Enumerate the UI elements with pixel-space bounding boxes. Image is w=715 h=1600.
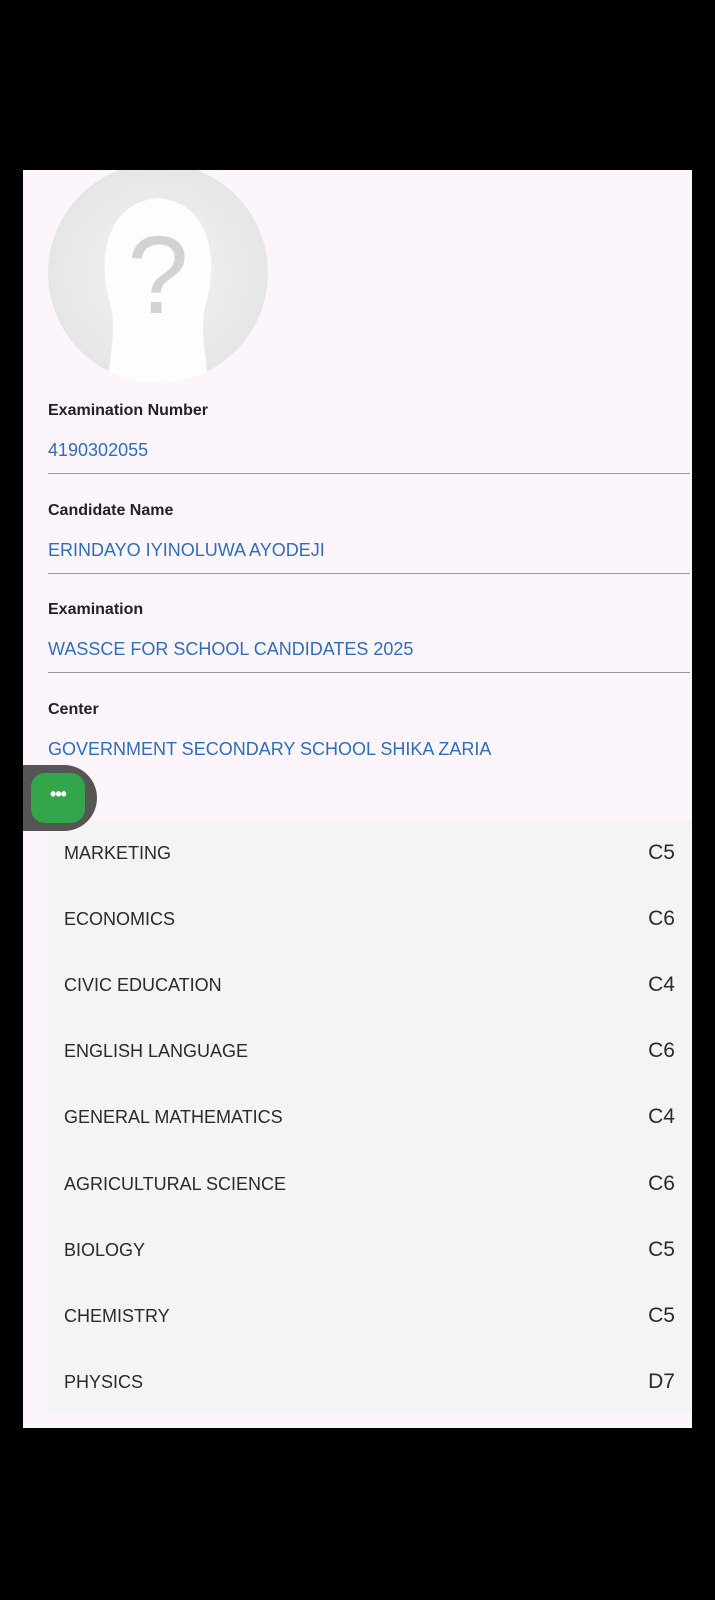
result-row: CIVIC EDUCATION C4 xyxy=(48,953,691,1019)
divider xyxy=(48,672,690,673)
subject-name: ECONOMICS xyxy=(64,909,176,929)
subject-grade: C6 xyxy=(648,907,675,930)
avatar: ? xyxy=(48,170,268,383)
subject-name: AGRICULTURAL SCIENCE xyxy=(64,1174,287,1194)
subject-name: BIOLOGY xyxy=(64,1240,146,1260)
divider xyxy=(48,473,690,474)
results-table: MARKETING C5 ECONOMICS C6 CIVIC EDUCATION C… xyxy=(48,821,691,1413)
result-row: PHYSICS D7 xyxy=(48,1350,691,1416)
field-value: GOVERNMENT SECONDARY SCHOOL SHIKA ZARIA xyxy=(48,739,492,759)
subject-name: MARKETING xyxy=(64,843,172,863)
field-value: ERINDAYO IYINOLUWA AYODEJI xyxy=(48,540,325,560)
result-card: ? Examination Number 4190302055 Candidat… xyxy=(23,170,692,1428)
svg-text:?: ? xyxy=(127,214,188,337)
field-label: Candidate Name xyxy=(48,502,174,519)
subject-name: ENGLISH LANGUAGE xyxy=(64,1041,249,1061)
field-label: Examination Number xyxy=(48,402,209,419)
subject-grade: C5 xyxy=(648,1238,675,1261)
center-field: Center GOVERNMENT SECONDARY SCHOOL SHIKA… xyxy=(48,701,690,763)
result-row: CHEMISTRY C5 xyxy=(48,1284,691,1350)
floating-menu-button[interactable]: ••• xyxy=(23,765,97,831)
subject-grade: C4 xyxy=(648,973,675,996)
unknown-person-icon: ? xyxy=(104,198,212,383)
subject-name: CHEMISTRY xyxy=(64,1306,170,1326)
subject-grade: C5 xyxy=(648,1304,675,1327)
subject-name: GENERAL MATHEMATICS xyxy=(64,1107,283,1127)
subject-grade: C6 xyxy=(648,1039,675,1062)
subject-name: CIVIC EDUCATION xyxy=(64,975,222,995)
field-value: WASSCE FOR SCHOOL CANDIDATES 2025 xyxy=(48,639,414,659)
subject-grade: C6 xyxy=(648,1172,675,1195)
examination-number-field: Examination Number 4190302055 xyxy=(48,402,690,474)
subject-grade: C5 xyxy=(648,841,675,864)
more-dots-icon[interactable]: ••• xyxy=(31,773,85,823)
subject-grade: C4 xyxy=(648,1105,675,1128)
result-row: BIOLOGY C5 xyxy=(48,1218,691,1284)
divider xyxy=(48,573,690,574)
result-row: GENERAL MATHEMATICS C4 xyxy=(48,1085,691,1151)
result-row: ENGLISH LANGUAGE C6 xyxy=(48,1019,691,1085)
field-value: 4190302055 xyxy=(48,440,149,460)
result-row: ECONOMICS C6 xyxy=(48,887,691,953)
examination-field: Examination WASSCE FOR SCHOOL CANDIDATES… xyxy=(48,601,690,673)
subject-name: PHYSICS xyxy=(64,1372,144,1392)
subject-grade: D7 xyxy=(648,1370,675,1393)
result-row: MARKETING C5 xyxy=(48,821,691,887)
field-label: Center xyxy=(48,701,99,718)
candidate-name-field: Candidate Name ERINDAYO IYINOLUWA AYODEJ… xyxy=(48,502,690,574)
field-label: Examination xyxy=(48,601,144,618)
result-row: AGRICULTURAL SCIENCE C6 xyxy=(48,1152,691,1218)
